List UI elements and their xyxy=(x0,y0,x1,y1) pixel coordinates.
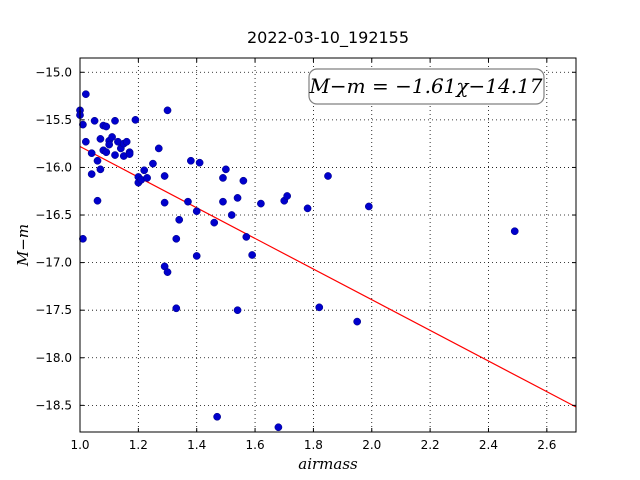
x-tick-label: 2.6 xyxy=(537,438,556,452)
y-tick-label: −17.5 xyxy=(35,303,72,317)
data-point xyxy=(219,197,227,206)
data-point xyxy=(324,172,332,180)
y-tick-label: −17.0 xyxy=(35,256,72,270)
data-point xyxy=(274,423,283,432)
data-points xyxy=(76,90,519,432)
data-point xyxy=(239,176,248,185)
fit-annotation: M−m = −1.61χ−14.17 xyxy=(308,68,545,105)
data-point xyxy=(510,227,519,236)
x-tick-label: 1.8 xyxy=(304,438,323,452)
data-point xyxy=(87,149,96,158)
x-tick-labels: 1.0 1.2 1.4 1.6 1.8 2.0 2.2 2.4 2.6 xyxy=(70,438,556,452)
x-tick-label: 1.0 xyxy=(70,438,89,452)
data-point xyxy=(364,202,373,211)
data-point xyxy=(227,211,236,219)
data-point xyxy=(125,150,134,158)
data-point xyxy=(131,116,140,124)
data-point xyxy=(187,156,195,165)
data-point xyxy=(233,306,242,315)
chart-title: 2022-03-10_192155 xyxy=(247,28,409,48)
data-point xyxy=(93,196,102,205)
data-point xyxy=(143,174,151,182)
data-point xyxy=(184,197,192,206)
data-point xyxy=(96,135,105,143)
data-point xyxy=(79,120,87,129)
data-point xyxy=(111,151,119,159)
y-tick-labels: −15.0 −15.5 −16.0 −16.5 −17.0 −17.5 −18.0 −18.5 xyxy=(35,65,72,412)
data-point xyxy=(79,234,87,243)
data-point xyxy=(105,140,114,149)
annotation-box xyxy=(308,68,545,105)
x-axis-label: airmass xyxy=(298,455,358,473)
data-point xyxy=(160,198,169,207)
data-point xyxy=(248,251,256,259)
data-point xyxy=(242,233,251,241)
x-tick-label: 1.4 xyxy=(187,438,206,452)
x-tick-label: 2.2 xyxy=(421,438,440,452)
plot-frame xyxy=(79,57,577,433)
data-point xyxy=(154,144,163,153)
data-point xyxy=(96,165,105,174)
data-point xyxy=(102,148,111,157)
y-tick-label: −18.5 xyxy=(35,398,72,412)
plot-area xyxy=(80,58,576,432)
data-point xyxy=(163,268,172,276)
x-tick-label: 1.2 xyxy=(129,438,148,452)
data-point xyxy=(93,156,102,165)
y-tick-label: −16.0 xyxy=(35,160,72,174)
data-point xyxy=(111,116,119,125)
x-tick-label: 2.4 xyxy=(479,438,498,452)
data-point xyxy=(233,194,242,202)
data-point xyxy=(315,303,324,312)
data-point xyxy=(160,172,169,180)
data-point xyxy=(192,252,201,260)
data-point xyxy=(149,159,157,168)
y-tick-label: −16.5 xyxy=(35,208,72,222)
data-point xyxy=(102,122,111,131)
data-point xyxy=(172,304,181,313)
data-point xyxy=(122,137,131,146)
data-point xyxy=(192,207,201,216)
data-point xyxy=(81,90,90,99)
data-point xyxy=(195,158,204,167)
data-point xyxy=(172,234,181,243)
y-tick-label: −15.0 xyxy=(35,65,72,79)
fit-line xyxy=(79,145,577,408)
data-point xyxy=(87,170,96,178)
y-tick-label: −15.5 xyxy=(35,113,72,127)
data-point xyxy=(219,174,227,182)
data-point xyxy=(353,317,362,326)
tick-marks xyxy=(79,58,576,432)
data-point xyxy=(210,218,219,227)
data-point xyxy=(175,215,184,224)
y-tick-label: −18.0 xyxy=(35,351,72,365)
data-point xyxy=(163,106,172,115)
x-tick-label: 2.0 xyxy=(362,438,381,452)
annotation-text: M−m = −1.61χ−14.17 xyxy=(308,74,542,98)
fit-line-layer xyxy=(79,145,577,408)
data-point xyxy=(213,412,221,421)
x-tick-label: 1.6 xyxy=(246,438,265,452)
data-point xyxy=(140,166,149,175)
data-point xyxy=(108,133,116,141)
y-axis-label: M−m xyxy=(14,224,32,267)
data-point xyxy=(303,204,312,213)
data-point xyxy=(222,165,230,174)
data-point xyxy=(283,192,292,200)
data-point xyxy=(81,137,90,146)
data-point xyxy=(257,199,265,208)
data-point xyxy=(90,116,99,125)
